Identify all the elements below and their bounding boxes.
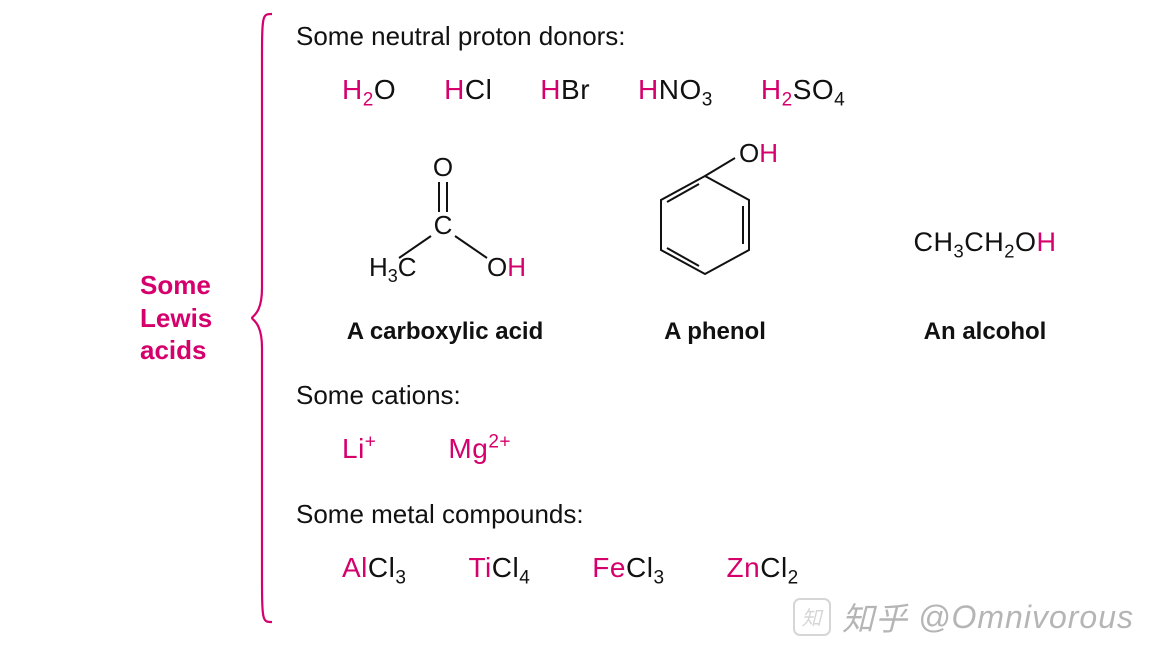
carboxylic-structure: O C H3C OH	[345, 150, 545, 300]
svg-text:知: 知	[802, 608, 824, 630]
label-line-3: acids	[140, 334, 240, 367]
phenol-structure: OH	[615, 140, 815, 300]
metal-compound-2: FeCl3	[592, 552, 664, 584]
metal-compound-0: AlCl3	[342, 552, 406, 584]
section3-title: Some metal compounds:	[296, 499, 1116, 530]
curly-brace-icon	[248, 8, 276, 628]
watermark: 知 知乎 @Omnivorous	[792, 594, 1134, 640]
proton-donor-2: HBr	[540, 74, 590, 106]
watermark-brand: 知乎	[842, 594, 908, 640]
proton-donor-4: H2SO4	[761, 74, 845, 106]
alcohol-block: CH3CH2OH An alcohol	[870, 197, 1100, 346]
atom-c-central: C	[434, 210, 453, 240]
section1-title: Some neutral proton donors:	[296, 21, 1116, 52]
atom-oh: OH	[487, 252, 526, 282]
alcohol-formula: CH3CH2OH	[914, 227, 1057, 258]
proton-donors-row: H2O HCl HBr HNO3 H2SO4	[342, 74, 1116, 106]
phenol-label: A phenol	[664, 318, 766, 346]
cation-1: Mg2+	[448, 433, 511, 465]
carboxylic-label: A carboxylic acid	[347, 318, 544, 346]
label-line-1: Some	[140, 269, 240, 302]
cation-0: Li+	[342, 433, 376, 465]
proton-donor-0: H2O	[342, 74, 396, 106]
structures-row: O C H3C OH A carboxylic acid	[330, 140, 1116, 346]
metal-compound-1: TiCl4	[468, 552, 530, 584]
atom-o-double: O	[433, 152, 453, 182]
atom-ch3: H3C	[369, 252, 417, 286]
carboxylic-block: O C H3C OH A carboxylic acid	[330, 150, 560, 346]
proton-donor-1: HCl	[444, 74, 492, 106]
metal-compounds-row: AlCl3 TiCl4 FeCl3 ZnCl2	[342, 552, 1116, 584]
phenol-block: OH A phenol	[600, 140, 830, 346]
content-column: Some neutral proton donors: H2O HCl HBr HNO…	[276, 11, 1116, 618]
section2-title: Some cations:	[296, 380, 1116, 411]
watermark-handle: @Omnivorous	[918, 599, 1134, 636]
proton-donor-3: HNO3	[638, 74, 713, 106]
zhihu-icon: 知	[792, 597, 832, 637]
main-layout: Some Lewis acids Some neutral proton don…	[0, 0, 1152, 628]
left-category-label: Some Lewis acids	[140, 269, 240, 367]
alcohol-label: An alcohol	[924, 318, 1047, 346]
label-line-2: Lewis	[140, 302, 240, 335]
metal-compound-3: ZnCl2	[727, 552, 799, 584]
atom-phenol-oh: OH	[739, 140, 778, 168]
cations-row: Li+ Mg2+	[342, 433, 1116, 465]
